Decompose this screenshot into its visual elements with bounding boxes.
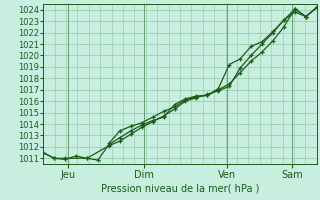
- X-axis label: Pression niveau de la mer( hPa ): Pression niveau de la mer( hPa ): [101, 184, 259, 194]
